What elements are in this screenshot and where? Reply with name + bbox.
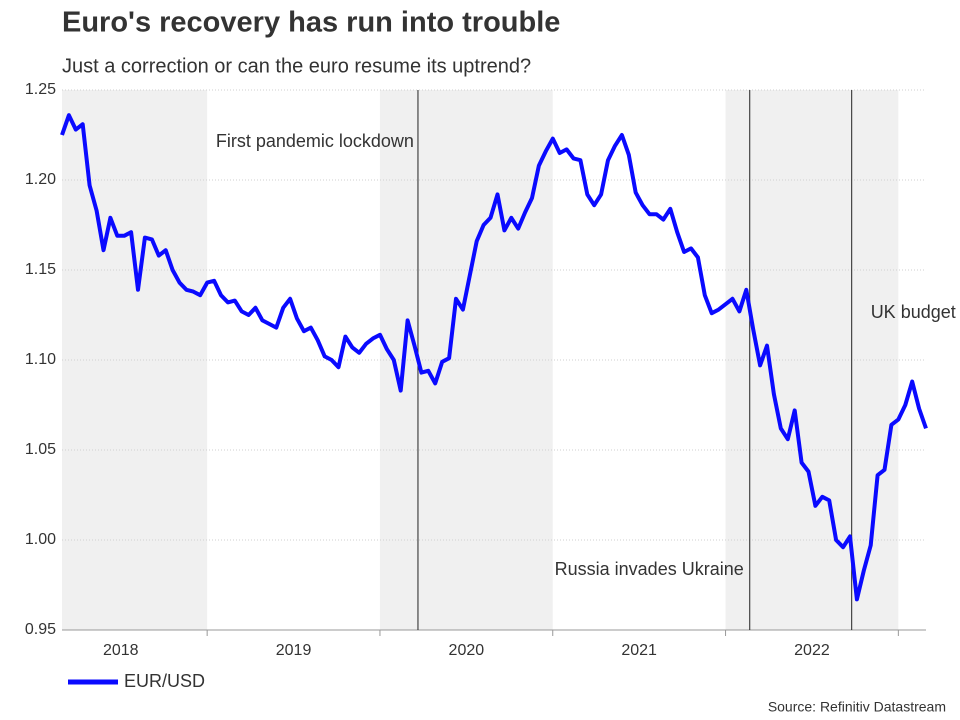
series-line [60, 113, 928, 602]
legend-label: EUR/USD [124, 671, 205, 691]
x-tick-label: 2020 [449, 642, 485, 659]
y-tick-label: 1.10 [25, 351, 56, 368]
x-tick-label: 2019 [276, 642, 312, 659]
x-tick-label: 2021 [621, 642, 657, 659]
event-label: UK budget crisis [871, 302, 960, 322]
y-tick-label: 0.95 [25, 621, 56, 638]
x-tick-label: 2022 [794, 642, 830, 659]
event-label: First pandemic lockdown [216, 131, 414, 151]
x-tick-label: 2018 [103, 642, 139, 659]
y-tick-label: 1.05 [25, 441, 56, 458]
y-tick-label: 1.15 [25, 261, 56, 278]
shaded-year [379, 90, 553, 630]
y-tick-label: 1.20 [25, 171, 56, 188]
y-tick-label: 1.25 [25, 81, 56, 98]
source-note: Source: Refinitiv Datastream [768, 699, 946, 715]
chart-title: Euro's recovery has run into trouble [62, 7, 560, 39]
y-tick-label: 1.00 [25, 531, 56, 548]
event-label: Russia invades Ukraine [555, 559, 744, 579]
chart-subtitle: Just a correction or can the euro resume… [62, 55, 531, 77]
